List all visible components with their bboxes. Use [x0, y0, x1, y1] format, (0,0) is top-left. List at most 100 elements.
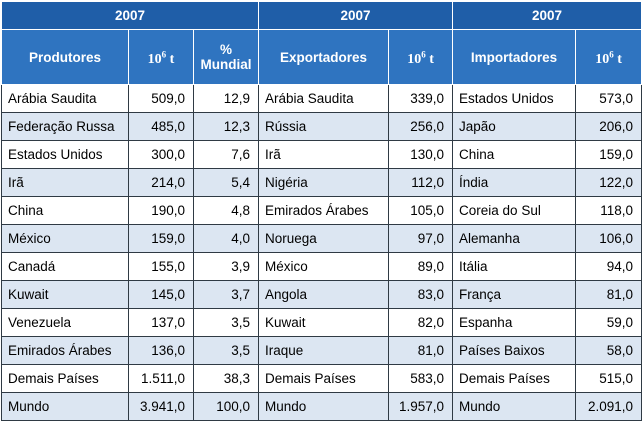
header-exporters: Exportadores	[258, 29, 390, 85]
producer-percent: 38,3	[192, 364, 260, 393]
producer-volume: 155,0	[128, 252, 194, 281]
producer-name: Emirados Árabes	[1, 336, 129, 365]
producer-name: Demais Países	[1, 364, 129, 393]
exporter-volume: 82,0	[388, 308, 454, 337]
producer-percent: 3,9	[192, 252, 260, 281]
producer-volume: 509,0	[128, 84, 194, 113]
importer-volume: 159,0	[575, 140, 642, 169]
exporter-name: México	[258, 252, 390, 281]
table-row: Estados Unidos 300,0 7,6 Irã 130,0 China…	[1, 140, 642, 169]
table-row: Emirados Árabes 136,0 3,5 Iraque 81,0 Pa…	[1, 336, 642, 365]
exporter-name: Emirados Árabes	[258, 196, 390, 225]
importer-name: Países Baixos	[452, 336, 577, 365]
exporter-name: Angola	[258, 280, 390, 309]
table-row: Kuwait 145,0 3,7 Angola 83,0 França 81,0	[1, 280, 642, 309]
header-importers-unit: 106 t	[575, 29, 642, 85]
header-percent-world: % Mundial	[192, 29, 260, 85]
producer-name: Irã	[1, 168, 129, 197]
column-header-row: Produtores 106 t % Mundial Exportadores …	[1, 29, 642, 85]
table-row: Canadá 155,0 3,9 México 89,0 Itália 94,0	[1, 252, 642, 281]
table-row: Demais Países 1.511,0 38,3 Demais Países…	[1, 364, 642, 393]
producer-volume: 190,0	[128, 196, 194, 225]
exporter-volume: 130,0	[388, 140, 454, 169]
importer-name: China	[452, 140, 577, 169]
exporter-name: Rússia	[258, 112, 390, 141]
header-producers: Produtores	[1, 29, 129, 85]
exporter-name: Irã	[258, 140, 390, 169]
producer-volume: 3.941,0	[128, 392, 194, 421]
importer-name: França	[452, 280, 577, 309]
exporter-name: Mundo	[258, 392, 390, 421]
year-producers: 2007	[0, 1, 260, 30]
year-importers: 2007	[452, 1, 642, 30]
table-row: Federação Russa 485,0 12,3 Rússia 256,0 …	[1, 112, 642, 141]
producer-volume: 1.511,0	[128, 364, 194, 393]
producer-percent: 100,0	[192, 392, 260, 421]
importer-name: Japão	[452, 112, 577, 141]
importer-name: Coreia do Sul	[452, 196, 577, 225]
producer-name: Federação Russa	[1, 112, 129, 141]
exporter-name: Demais Países	[258, 364, 390, 393]
header-producers-unit: 106 t	[128, 29, 194, 85]
producer-name: China	[1, 196, 129, 225]
producer-percent: 4,0	[192, 224, 260, 253]
exporter-volume: 1.957,0	[388, 392, 454, 421]
exporter-name: Nigéria	[258, 168, 390, 197]
producer-volume: 137,0	[128, 308, 194, 337]
producer-name: Venezuela	[1, 308, 129, 337]
table-row: México 159,0 4,0 Noruega 97,0 Alemanha 1…	[1, 224, 642, 253]
producer-volume: 300,0	[128, 140, 194, 169]
importer-volume: 94,0	[575, 252, 642, 281]
table-row: China 190,0 4,8 Emirados Árabes 105,0 Co…	[1, 196, 642, 225]
producer-percent: 12,3	[192, 112, 260, 141]
exporter-name: Kuwait	[258, 308, 390, 337]
producer-name: México	[1, 224, 129, 253]
importer-volume: 106,0	[575, 224, 642, 253]
importer-volume: 58,0	[575, 336, 642, 365]
producer-percent: 3,5	[192, 336, 260, 365]
importer-name: Demais Países	[452, 364, 577, 393]
producer-name: Canadá	[1, 252, 129, 281]
producer-percent: 7,6	[192, 140, 260, 169]
exporter-volume: 81,0	[388, 336, 454, 365]
exporter-volume: 105,0	[388, 196, 454, 225]
importer-volume: 118,0	[575, 196, 642, 225]
importer-name: Espanha	[452, 308, 577, 337]
header-exporters-unit: 106 t	[388, 29, 454, 85]
importer-volume: 206,0	[575, 112, 642, 141]
producer-volume: 136,0	[128, 336, 194, 365]
table-row: Venezuela 137,0 3,5 Kuwait 82,0 Espanha …	[1, 308, 642, 337]
importer-name: Estados Unidos	[452, 84, 577, 113]
importer-name: Índia	[452, 168, 577, 197]
producer-percent: 3,5	[192, 308, 260, 337]
exporter-volume: 112,0	[388, 168, 454, 197]
exporter-volume: 256,0	[388, 112, 454, 141]
table-row-total: Mundo 3.941,0 100,0 Mundo 1.957,0 Mundo …	[1, 392, 642, 421]
producer-percent: 12,9	[192, 84, 260, 113]
importer-volume: 515,0	[575, 364, 642, 393]
producer-name: Arábia Saudita	[1, 84, 129, 113]
exporter-volume: 339,0	[388, 84, 454, 113]
importer-name: Alemanha	[452, 224, 577, 253]
producer-percent: 4,8	[192, 196, 260, 225]
exporter-name: Arábia Saudita	[258, 84, 390, 113]
importer-volume: 59,0	[575, 308, 642, 337]
header-importers: Importadores	[452, 29, 577, 85]
exporter-volume: 583,0	[388, 364, 454, 393]
producer-volume: 485,0	[128, 112, 194, 141]
exporter-name: Noruega	[258, 224, 390, 253]
table-row: Arábia Saudita 509,0 12,9 Arábia Saudita…	[1, 84, 642, 113]
producer-volume: 159,0	[128, 224, 194, 253]
exporter-volume: 89,0	[388, 252, 454, 281]
importer-volume: 122,0	[575, 168, 642, 197]
exporter-volume: 83,0	[388, 280, 454, 309]
producer-name: Mundo	[1, 392, 129, 421]
year-exporters: 2007	[258, 1, 454, 30]
producer-name: Estados Unidos	[1, 140, 129, 169]
producer-volume: 145,0	[128, 280, 194, 309]
producer-name: Kuwait	[1, 280, 129, 309]
producer-percent: 3,7	[192, 280, 260, 309]
importer-name: Itália	[452, 252, 577, 281]
importer-volume: 573,0	[575, 84, 642, 113]
